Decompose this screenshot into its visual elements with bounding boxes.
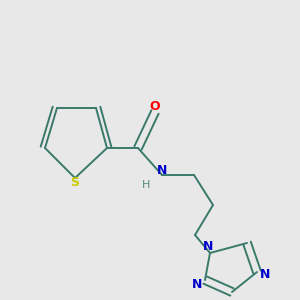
Text: S: S — [70, 176, 80, 190]
Text: H: H — [142, 180, 150, 190]
Text: N: N — [203, 239, 213, 253]
Text: O: O — [150, 100, 160, 113]
Text: N: N — [157, 164, 167, 178]
Text: N: N — [260, 268, 270, 281]
Text: N: N — [192, 278, 202, 290]
